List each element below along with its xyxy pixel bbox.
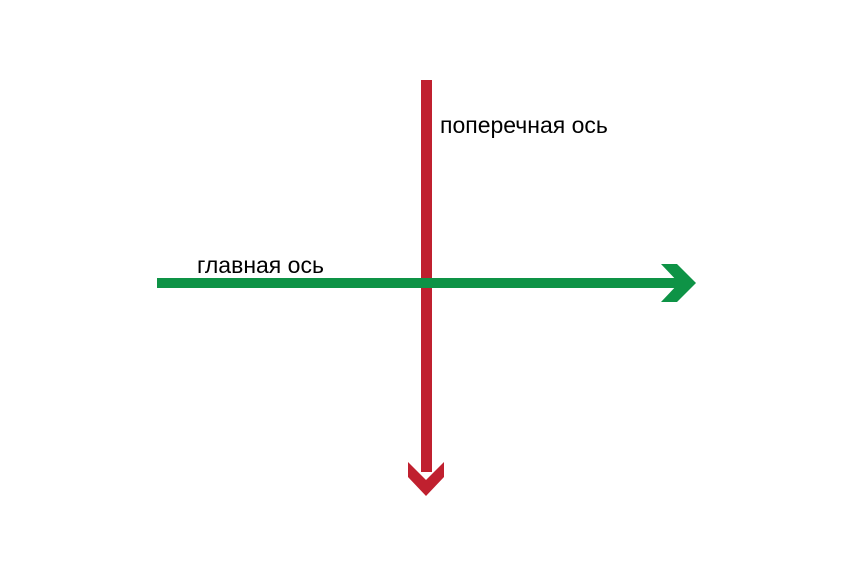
main-axis-arrowhead-icon	[661, 264, 696, 302]
main-axis-line	[157, 278, 682, 288]
cross-axis-label: поперечная ось	[440, 112, 608, 138]
cross-axis	[408, 80, 444, 496]
main-axis	[157, 264, 696, 302]
cross-axis-arrowhead-icon	[408, 462, 444, 496]
cross-axis-line	[421, 80, 432, 472]
main-axis-label: главная ось	[197, 252, 324, 278]
